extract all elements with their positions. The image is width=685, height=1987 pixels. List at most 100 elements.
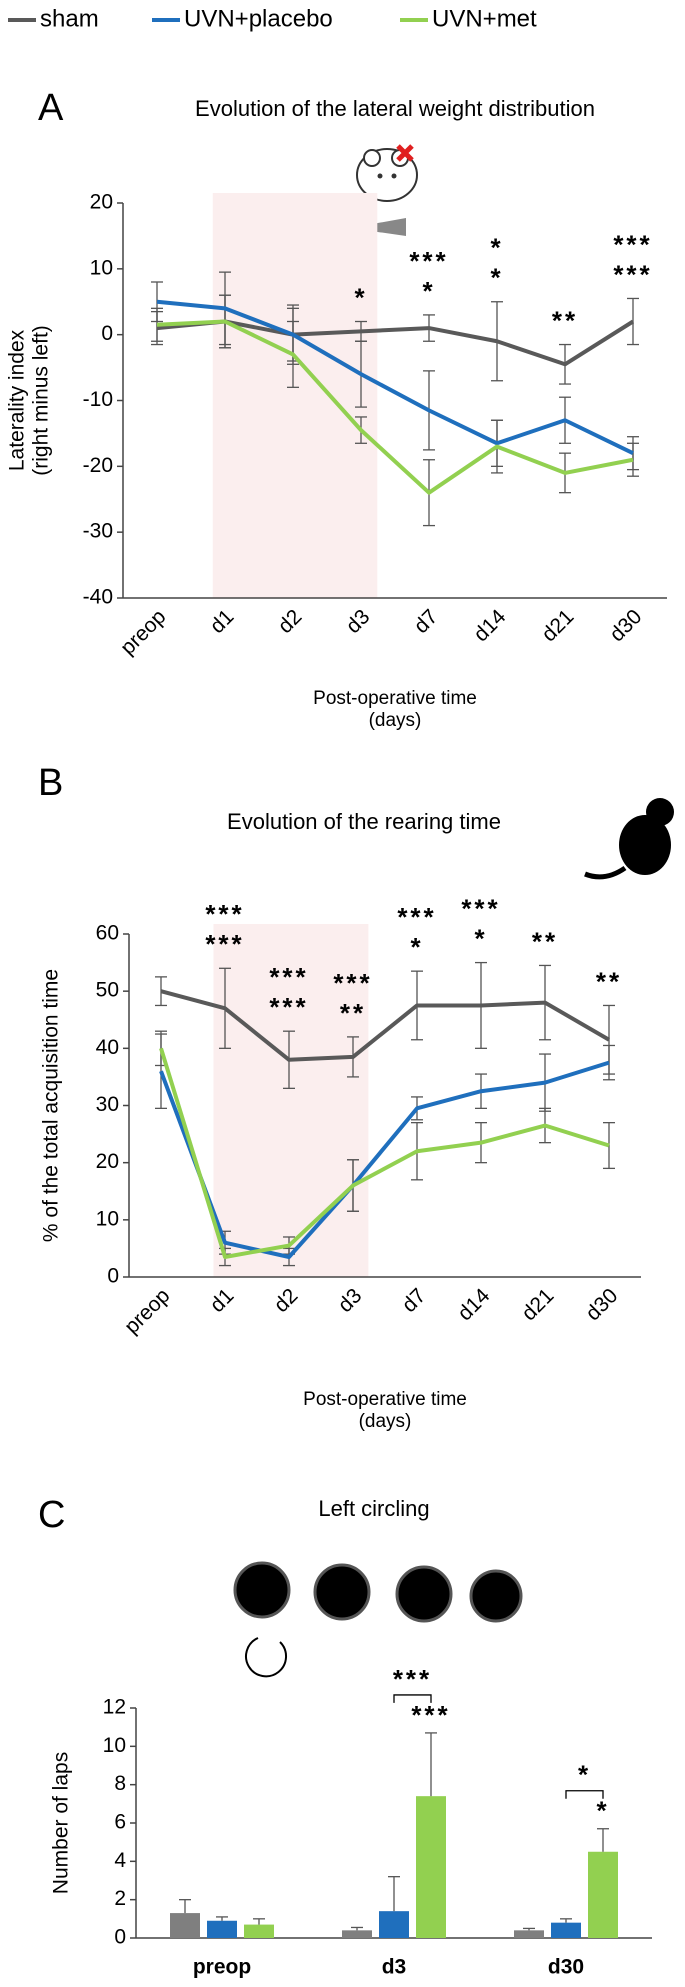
- series-line: [160, 989, 611, 1062]
- x-tick-label: d14: [469, 605, 510, 646]
- y-axis-label: % of the total acquisition time: [40, 969, 63, 1242]
- comparison-bracket: [393, 1694, 432, 1703]
- panel-letter: C: [38, 1494, 65, 1536]
- significance: ***: [269, 962, 308, 992]
- significance: ***: [397, 902, 436, 932]
- series-line: [156, 299, 634, 455]
- series-line: [159, 1047, 610, 1259]
- y-tick-label: 0: [114, 1926, 126, 1949]
- significance: **: [340, 998, 366, 1028]
- x-tick-label: preop: [193, 1956, 251, 1979]
- significance: **: [596, 966, 622, 996]
- x-tick-label: d1: [206, 605, 239, 638]
- panel-letter: B: [38, 762, 63, 804]
- significance: *: [490, 263, 503, 293]
- x-tick-label: d1: [206, 1284, 239, 1317]
- comparison-bracket: [565, 1790, 604, 1799]
- x-tick-label: preop: [116, 605, 170, 659]
- x-tick-label: d7: [410, 605, 443, 638]
- x-tick-label: d2: [270, 1284, 303, 1317]
- x-tick-label: d3: [382, 1956, 407, 1979]
- y-tick-label: 50: [96, 979, 119, 1002]
- bar: [514, 1930, 544, 1938]
- y-tick-label: -20: [83, 454, 113, 477]
- treatment-period: [213, 924, 369, 1277]
- significance: *: [490, 233, 503, 263]
- y-tick-label: 20: [96, 1150, 119, 1173]
- significance: ***: [269, 992, 308, 1022]
- y-tick-label: 12: [103, 1696, 126, 1719]
- circling-icons: [233, 1561, 523, 1678]
- significance: **: [532, 926, 558, 956]
- y-tick-label: 8: [114, 1772, 126, 1795]
- y-tick-label: 30: [96, 1093, 119, 1116]
- chart-title: Left circling: [318, 1496, 429, 1521]
- legend-label: UVN+met: [432, 5, 537, 32]
- significance: *: [596, 1796, 609, 1826]
- significance: *: [354, 282, 367, 312]
- x-tick-label: d3: [334, 1284, 367, 1317]
- x-tick-label: d7: [398, 1284, 431, 1317]
- y-axis-label: Number of laps: [50, 1752, 73, 1894]
- series-line: [156, 319, 634, 495]
- y-axis-label: Laterality index: [6, 329, 29, 471]
- comparison-significance: *: [578, 1760, 591, 1790]
- bar: [342, 1930, 372, 1938]
- series-line: [159, 1060, 610, 1259]
- bar: [551, 1922, 581, 1938]
- bar: [416, 1796, 446, 1938]
- panel-letter: A: [38, 87, 64, 129]
- bar: [170, 1913, 200, 1938]
- rat-icon: [584, 798, 674, 880]
- x-axis-label: (days): [359, 1411, 412, 1432]
- x-tick-label: d21: [517, 1284, 558, 1325]
- significance: **: [552, 305, 578, 335]
- chart-title: Evolution of the rearing time: [227, 809, 501, 834]
- x-tick-label: d14: [453, 1284, 494, 1325]
- bar: [244, 1924, 274, 1938]
- significance: *: [422, 276, 435, 306]
- x-tick-label: d30: [581, 1284, 622, 1325]
- comparison-significance: ***: [393, 1664, 432, 1694]
- x-tick-label: preop: [120, 1284, 174, 1338]
- y-tick-label: 10: [96, 1207, 119, 1230]
- significance: ***: [205, 929, 244, 959]
- treatment-period: [212, 193, 378, 598]
- legend-label: sham: [40, 5, 99, 32]
- y-tick-label: 20: [90, 191, 113, 214]
- y-tick-label: 10: [90, 256, 113, 279]
- x-axis-label: (days): [369, 710, 422, 731]
- significance: ***: [333, 968, 372, 998]
- y-tick-label: 2: [114, 1887, 126, 1910]
- rat-head-icon: [350, 144, 418, 236]
- x-tick-label: d2: [274, 605, 307, 638]
- y-tick-label: -40: [83, 586, 113, 609]
- y-tick-label: 0: [101, 322, 113, 345]
- x-tick-label: d30: [548, 1956, 584, 1979]
- y-axis-label: (right minus left): [30, 325, 53, 476]
- y-tick-label: 6: [114, 1811, 126, 1834]
- significance: *: [410, 932, 423, 962]
- y-tick-label: 40: [96, 1036, 119, 1059]
- significance: ***: [411, 1700, 450, 1730]
- y-tick-label: -30: [83, 520, 113, 543]
- x-axis-label: Post-operative time: [303, 1389, 467, 1410]
- significance: ***: [613, 259, 652, 289]
- y-tick-label: -10: [83, 388, 113, 411]
- chart-title: Evolution of the lateral weight distribu…: [195, 96, 595, 121]
- significance: ***: [461, 893, 500, 923]
- y-tick-label: 10: [103, 1734, 126, 1757]
- bar: [207, 1920, 237, 1938]
- x-axis-label: Post-operative time: [313, 688, 477, 709]
- significance: *: [474, 923, 487, 953]
- bar: [379, 1911, 409, 1938]
- y-tick-label: 0: [107, 1265, 119, 1288]
- y-tick-label: 4: [114, 1849, 126, 1872]
- legend-label: UVN+placebo: [184, 5, 333, 32]
- y-tick-label: 60: [96, 922, 119, 945]
- bar: [588, 1851, 618, 1938]
- significance: ***: [205, 899, 244, 929]
- series-line: [156, 319, 635, 367]
